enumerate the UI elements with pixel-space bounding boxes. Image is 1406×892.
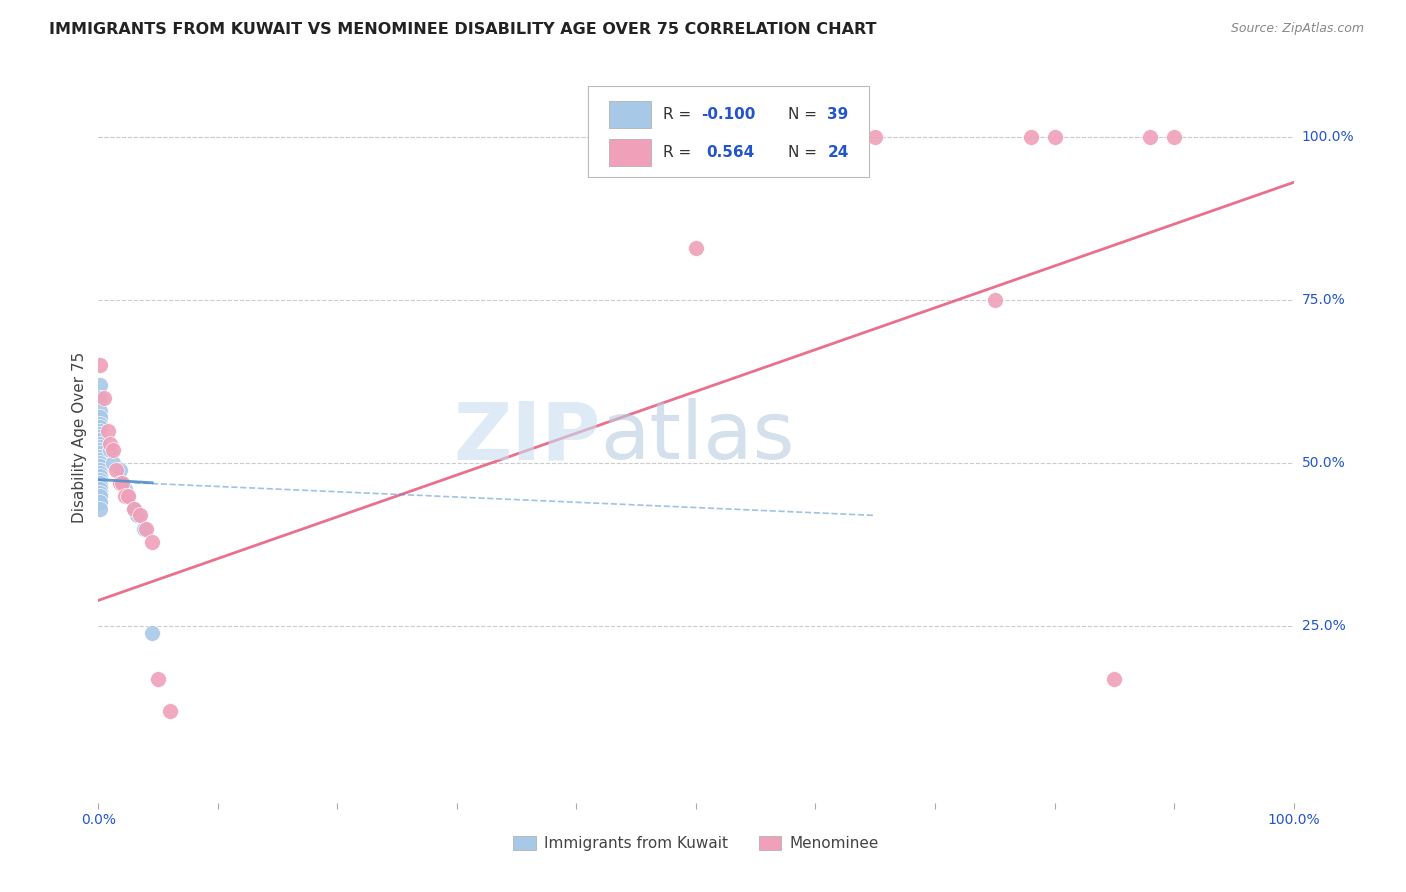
Point — [114, 483, 136, 497]
Point — [89, 502, 111, 516]
Point — [865, 129, 887, 144]
Point — [89, 358, 111, 372]
Point — [984, 293, 1007, 307]
Text: R =: R = — [662, 107, 696, 122]
Point — [141, 626, 163, 640]
Point — [105, 463, 128, 477]
Point — [101, 456, 124, 470]
Point — [111, 475, 134, 490]
Point — [89, 443, 111, 458]
FancyBboxPatch shape — [589, 86, 869, 178]
FancyBboxPatch shape — [609, 101, 651, 128]
Point — [89, 466, 111, 480]
Point — [117, 489, 139, 503]
Text: ZIP: ZIP — [453, 398, 600, 476]
Text: R =: R = — [662, 145, 696, 161]
Text: IMMIGRANTS FROM KUWAIT VS MENOMINEE DISABILITY AGE OVER 75 CORRELATION CHART: IMMIGRANTS FROM KUWAIT VS MENOMINEE DISA… — [49, 22, 877, 37]
Point — [111, 475, 134, 490]
Point — [124, 502, 146, 516]
Point — [98, 443, 122, 458]
Point — [89, 459, 111, 474]
Text: 25.0%: 25.0% — [1302, 619, 1346, 633]
Point — [89, 489, 111, 503]
Point — [141, 534, 163, 549]
Point — [117, 489, 139, 503]
Text: 50.0%: 50.0% — [1302, 456, 1346, 470]
Text: 24: 24 — [827, 145, 849, 161]
Point — [1139, 129, 1161, 144]
FancyBboxPatch shape — [609, 139, 651, 166]
Text: 75.0%: 75.0% — [1302, 293, 1346, 307]
Point — [89, 417, 111, 431]
Point — [108, 475, 131, 490]
Point — [89, 469, 111, 483]
Point — [89, 420, 111, 434]
Point — [89, 434, 111, 448]
Point — [89, 391, 111, 405]
Point — [125, 508, 148, 523]
Y-axis label: Disability Age Over 75: Disability Age Over 75 — [72, 351, 87, 523]
Point — [685, 241, 707, 255]
Text: atlas: atlas — [600, 398, 794, 476]
Text: N =: N = — [787, 145, 823, 161]
Text: 100.0%: 100.0% — [1302, 129, 1354, 144]
Point — [114, 489, 136, 503]
Point — [89, 456, 111, 470]
Point — [89, 410, 111, 425]
Point — [89, 453, 111, 467]
Point — [93, 391, 115, 405]
Point — [132, 521, 155, 535]
Text: 0.564: 0.564 — [707, 145, 755, 161]
Point — [89, 473, 111, 487]
Point — [89, 440, 111, 454]
Point — [98, 436, 122, 450]
Point — [1163, 129, 1185, 144]
Point — [108, 463, 131, 477]
Point — [89, 495, 111, 509]
Text: N =: N = — [787, 107, 823, 122]
Point — [89, 483, 111, 497]
Point — [1019, 129, 1042, 144]
Point — [89, 485, 111, 500]
Point — [129, 508, 152, 523]
Point — [89, 446, 111, 460]
Point — [89, 463, 111, 477]
Point — [1104, 672, 1126, 686]
Point — [89, 426, 111, 441]
Point — [89, 475, 111, 490]
Text: 39: 39 — [827, 107, 849, 122]
Point — [89, 450, 111, 464]
Point — [89, 430, 111, 444]
Point — [101, 443, 124, 458]
Point — [159, 705, 181, 719]
Point — [148, 672, 170, 686]
Point — [97, 424, 120, 438]
Point — [1043, 129, 1066, 144]
Point — [89, 479, 111, 493]
Point — [89, 436, 111, 450]
Point — [135, 521, 157, 535]
Point — [89, 424, 111, 438]
Point — [124, 502, 146, 516]
Legend: Immigrants from Kuwait, Menominee: Immigrants from Kuwait, Menominee — [508, 830, 884, 857]
Text: -0.100: -0.100 — [700, 107, 755, 122]
Text: Source: ZipAtlas.com: Source: ZipAtlas.com — [1230, 22, 1364, 36]
Point — [89, 377, 111, 392]
Point — [89, 404, 111, 418]
